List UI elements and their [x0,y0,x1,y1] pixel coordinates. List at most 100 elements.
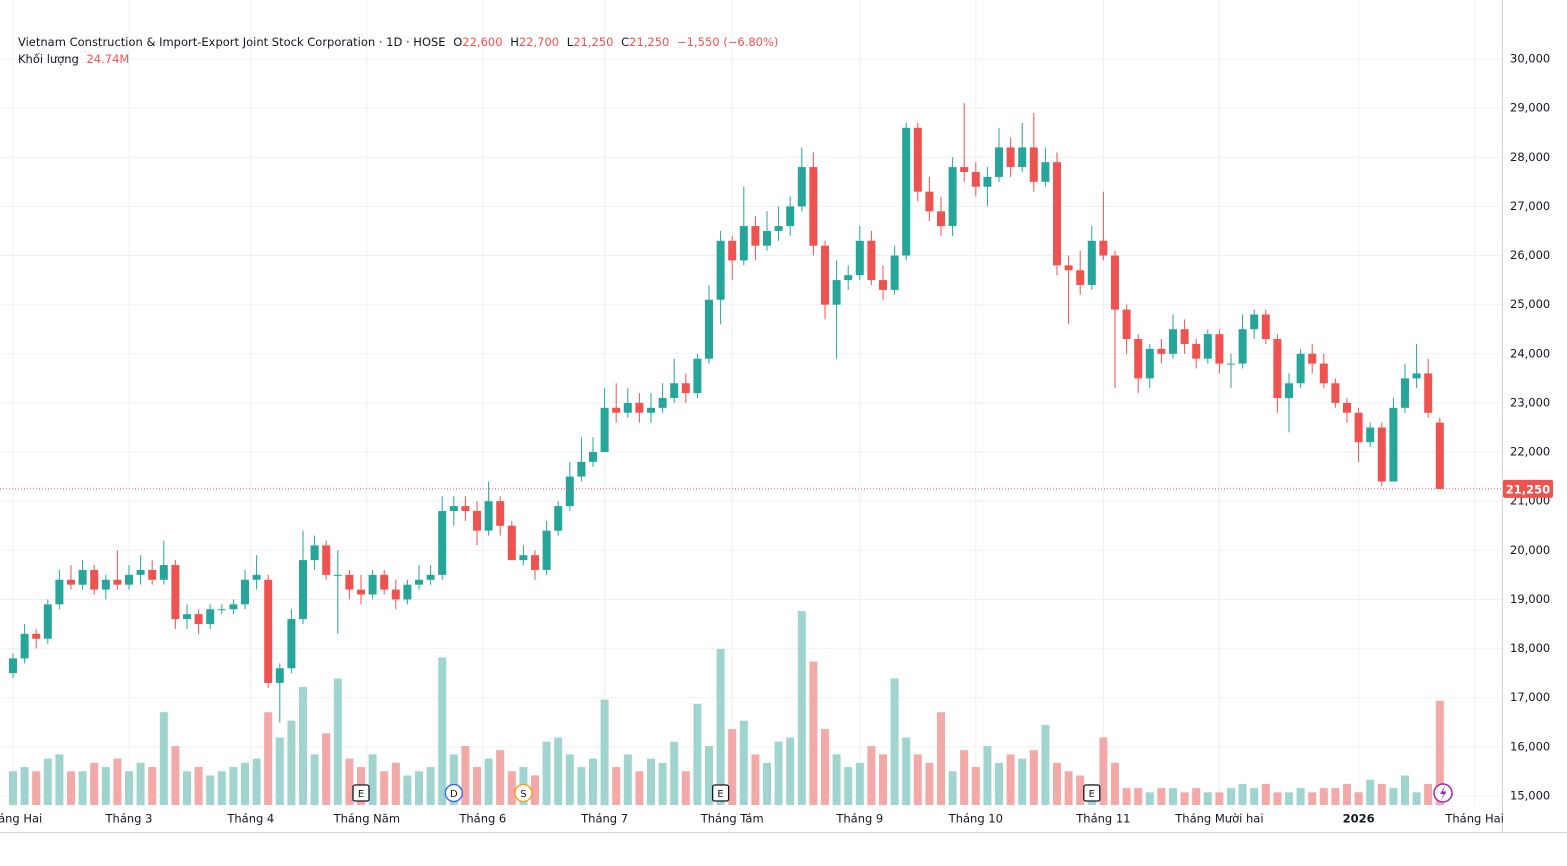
volume-bar [786,737,795,805]
volume-bar [148,767,157,805]
ohlc-value: 21,250 [573,35,613,49]
volume-bar [1285,792,1293,805]
volume-bar [983,745,992,805]
candle-body [658,398,667,408]
volume-bar [821,729,829,805]
candle-body [565,476,574,507]
volume-bar [310,754,319,805]
candle-body [1029,147,1038,182]
candle-body [484,501,493,531]
volume-bar [241,762,249,805]
volume-bar [43,758,52,805]
x-tick-label: 2026 [1343,812,1375,826]
candle-body [623,402,632,413]
volume-bar [554,737,563,805]
candle-body [241,579,249,605]
volume-bar [183,771,191,805]
candle-body [600,407,609,453]
volume-bar [484,758,493,805]
volume-bar [206,775,215,805]
candle-body [333,574,342,576]
volume-bar [20,767,29,805]
candle-body [693,358,702,394]
event-marker [711,784,730,802]
candle-body [1087,240,1096,286]
candle-body [705,299,713,359]
volume-bar [1157,788,1166,805]
x-tick-label: Tháng 9 [835,812,883,826]
volume-bar [299,686,307,805]
candle-body [739,226,748,261]
volume-bar [728,729,737,805]
volume-bar [496,750,505,805]
volume-bar [391,762,400,805]
volume-bar [1366,779,1375,805]
candle-body [206,609,215,625]
candle-body [1424,373,1433,413]
y-tick-label: 29,000 [1510,101,1550,115]
change-value: −1,550 [677,35,720,49]
candle-body [159,565,168,580]
event-marker [1083,784,1101,802]
x-tick-label: Tháng Tám [700,812,764,826]
candle-body [971,172,980,187]
candle-body [681,383,690,394]
volume-bar [1250,788,1259,805]
candle-body [1331,383,1340,403]
y-tick-label: 18,000 [1510,641,1550,655]
volume-bar [415,771,423,805]
event-label: E [1089,789,1095,800]
candle-body [1227,363,1235,365]
volume-bar [159,712,168,805]
volume-bar [461,745,470,805]
candle-body [217,609,226,611]
grid [0,0,1502,805]
volume-bar [438,657,447,805]
candle-body [647,407,655,413]
volume-bar [1018,758,1027,805]
event-marker [444,783,463,803]
ohlc-key: C [621,35,629,49]
volume-bar [1006,754,1015,805]
candle-body [113,579,122,585]
candle-body [577,461,586,477]
volume-bar [78,771,87,805]
volume-bar [879,754,887,805]
volume-bar [1273,792,1282,805]
candle-body [1006,147,1015,168]
volume-bar [229,767,238,805]
candle-body [1122,309,1131,340]
candle-body [264,579,273,683]
volume-bar [1238,783,1247,805]
candle-body [415,579,423,585]
candle-body [55,579,64,605]
volume-bar [1111,762,1119,805]
alert-icon[interactable] [1433,783,1453,803]
candle-body [1099,240,1108,256]
volume-bar [252,758,261,805]
candle-body [670,383,679,399]
candle-body [832,280,841,305]
volume-bar [751,754,760,805]
candle-body [1238,329,1247,364]
volume-bar [1424,783,1433,805]
volume-bar [194,767,203,805]
x-tick-label: Tháng Hai [0,812,42,826]
candle-body [287,619,296,669]
y-tick-label: 23,000 [1510,395,1550,409]
volume-bar [937,712,945,805]
volume-bar [1192,788,1201,805]
candle-body [322,545,331,575]
legend-header: Vietnam Construction & Import-Export Joi… [18,35,778,49]
last-price-box [1503,479,1553,498]
candle-body [1250,314,1259,330]
volume-bar [913,754,922,805]
candle-body [1261,314,1270,340]
last-price-label: 21,250 [1506,482,1550,496]
candle-body [1435,422,1444,489]
candle-body [1377,427,1386,482]
candle-body [1308,353,1317,364]
volume-bar [774,741,783,805]
candle-body [890,255,899,290]
